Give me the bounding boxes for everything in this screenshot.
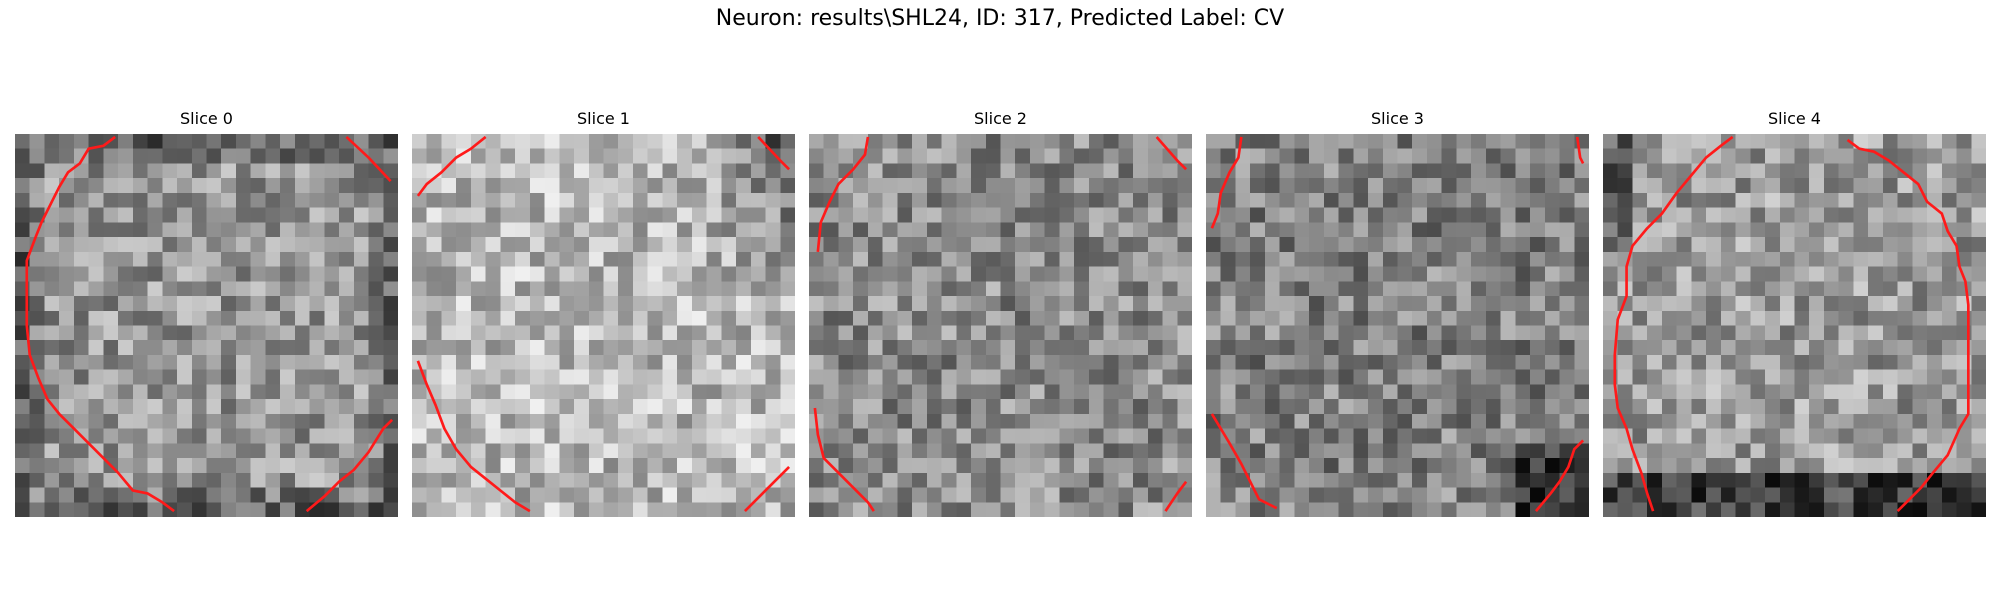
slice-title: Slice 1 <box>577 109 630 128</box>
slice-title: Slice 0 <box>180 109 233 128</box>
slice-title: Slice 2 <box>974 109 1027 128</box>
slice-title: Slice 4 <box>1768 109 1821 128</box>
slice-title: Slice 3 <box>1371 109 1424 128</box>
figure-title: Neuron: results\SHL24, ID: 317, Predicte… <box>715 6 1285 31</box>
slice-image-2 <box>809 134 1192 517</box>
contour-line <box>757 136 791 171</box>
contour-line <box>416 360 531 513</box>
contour-line <box>1155 136 1188 171</box>
contour-line <box>416 135 487 197</box>
contour-line <box>813 407 875 512</box>
contour-line <box>743 465 791 513</box>
contour-line <box>1613 135 1734 512</box>
contour-line <box>1846 138 1970 513</box>
slice-image-1 <box>412 134 795 517</box>
contour-line <box>345 135 392 183</box>
slice-image-3 <box>1206 134 1589 517</box>
contour-line <box>1210 136 1243 229</box>
contour-line <box>305 418 394 513</box>
contour-line <box>25 135 175 513</box>
contour-line <box>1575 136 1585 165</box>
slice-image-0 <box>15 134 398 517</box>
contour-line <box>1534 439 1585 512</box>
contour-line <box>816 136 870 252</box>
contour-line <box>1164 480 1188 512</box>
contour-line <box>1210 413 1278 510</box>
slice-image-4 <box>1603 134 1986 517</box>
